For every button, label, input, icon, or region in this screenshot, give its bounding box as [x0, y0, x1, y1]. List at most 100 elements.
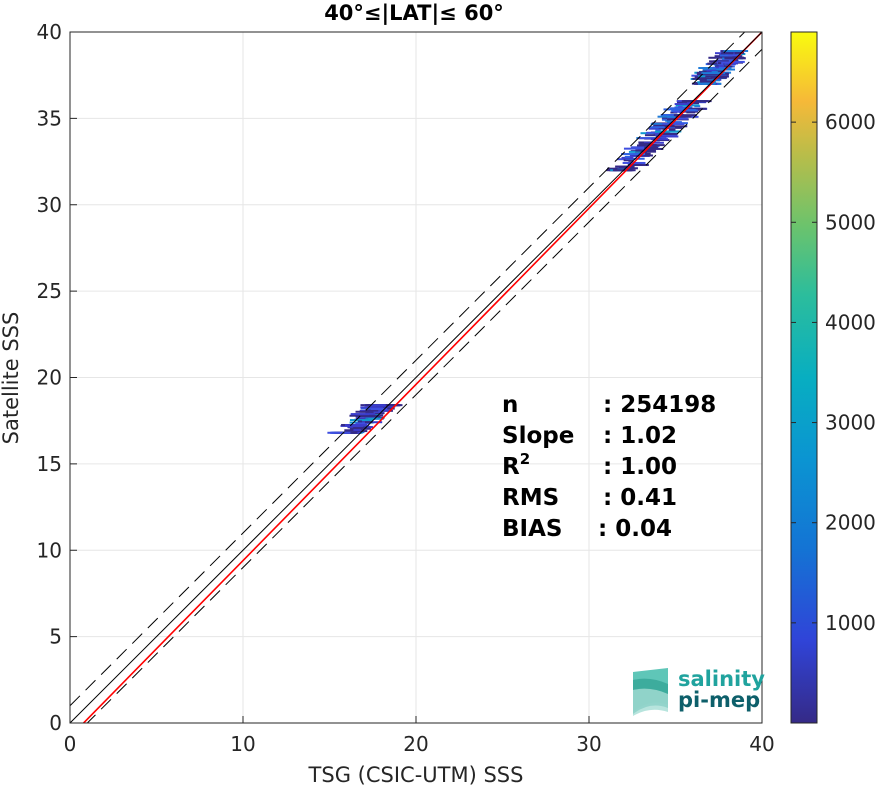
chart-title: 40°≤|LAT|≤ 60°: [324, 1, 504, 26]
colorbar-tick-label: 1000: [825, 611, 876, 635]
data-point: [357, 420, 362, 423]
data-point: [353, 428, 361, 431]
data-point: [673, 110, 685, 113]
offset-line: [70, 32, 746, 707]
colorbar-tick-label: 6000: [825, 110, 876, 134]
data-point: [370, 408, 388, 411]
data-point: [655, 135, 679, 138]
data-point: [644, 146, 659, 149]
x-tick-label: 30: [576, 732, 601, 756]
identity-line: [70, 32, 762, 723]
colorbar-tick-label: 5000: [825, 210, 876, 234]
data-point: [349, 419, 373, 422]
data-point: [628, 150, 641, 153]
data-point: [666, 120, 671, 123]
data-point: [718, 64, 724, 67]
stat-value: : 254198: [603, 392, 716, 418]
data-point: [630, 146, 655, 149]
data-point: [650, 138, 669, 141]
salinity-pi-mep-logo: salinity pi-mep: [633, 667, 765, 716]
data-point: [621, 153, 646, 156]
data-point: [674, 103, 693, 106]
data-point: [373, 413, 380, 416]
data-point: [654, 130, 678, 133]
data-point: [662, 132, 678, 135]
data-point: [721, 52, 734, 55]
reference-lines: [70, 32, 762, 723]
data-point: [723, 67, 732, 70]
data-point: [369, 414, 379, 417]
data-point: [344, 429, 354, 432]
data-point: [355, 422, 371, 425]
logo-line1: salinity: [678, 667, 765, 691]
data-point: [699, 80, 715, 83]
x-tick-label: 40: [749, 732, 774, 756]
data-point: [679, 110, 699, 113]
stat-value: : 0.41: [603, 485, 677, 511]
colorbar-ticks: 1000 2000 3000 4000 5000 6000: [791, 110, 876, 635]
data-point: [675, 115, 692, 118]
data-point: [692, 77, 713, 80]
data-point: [711, 71, 718, 74]
data-point: [715, 66, 719, 69]
data-point: [675, 104, 700, 107]
data-point: [698, 67, 721, 70]
y-tick-label: 20: [37, 366, 62, 390]
data-point: [344, 424, 368, 427]
data-point: [385, 404, 393, 407]
data-point: [678, 105, 683, 108]
offset-line: [86, 48, 762, 723]
data-point: [710, 68, 736, 71]
data-point: [702, 82, 714, 85]
data-point: [646, 131, 660, 134]
colorbar: [790, 31, 818, 724]
data-point: [615, 165, 635, 168]
data-point: [653, 124, 675, 127]
x-tick-label: 10: [230, 732, 255, 756]
data-point: [351, 430, 368, 433]
data-point: [365, 409, 379, 412]
data-point: [350, 413, 376, 416]
wave-logo-icon: [633, 668, 668, 716]
data-point: [669, 107, 689, 110]
y-axis-ticks: 0 5 10 15 20 25 30 35 40: [37, 20, 77, 735]
data-point: [684, 109, 698, 112]
data-point: [673, 114, 697, 117]
data-point: [664, 125, 688, 128]
y-tick-label: 5: [49, 625, 62, 649]
y-axis-label: Satellite SSS: [0, 312, 23, 445]
data-point: [661, 127, 665, 130]
data-point: [687, 102, 699, 105]
fit-line: [82, 32, 762, 723]
y-tick-label: 35: [37, 106, 62, 130]
data-point: [663, 108, 687, 111]
x-tick-label: 20: [403, 732, 428, 756]
data-point: [624, 155, 630, 158]
data-point: [701, 72, 726, 75]
data-point: [655, 129, 661, 132]
data-point: [344, 430, 354, 433]
data-point: [706, 69, 717, 72]
stat-value: : 1.02: [603, 423, 677, 449]
data-point: [644, 134, 663, 137]
data-point: [649, 126, 667, 129]
data-point: [327, 431, 351, 434]
data-point: [709, 60, 729, 63]
stat-label: n: [502, 392, 518, 418]
data-point: [696, 73, 718, 76]
x-tick-label: 0: [64, 732, 77, 756]
data-point: [702, 68, 722, 71]
data-point: [668, 129, 676, 132]
colorbar-tick-label: 2000: [825, 511, 876, 535]
y-tick-label: 40: [37, 20, 62, 44]
data-point: [637, 144, 658, 147]
data-point: [369, 409, 391, 412]
data-point: [708, 56, 731, 59]
data-point: [669, 117, 688, 120]
logo-line2: pi-mep: [678, 688, 760, 712]
data-point: [667, 118, 678, 121]
data-point: [364, 421, 373, 424]
stat-label: RMS: [502, 485, 559, 511]
data-point: [651, 144, 665, 147]
